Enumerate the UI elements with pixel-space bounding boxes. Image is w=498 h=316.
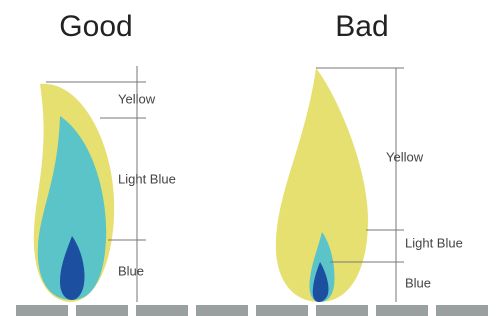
bad-light-blue-label: Light Blue	[405, 235, 463, 250]
bad-flame	[276, 68, 368, 302]
good-yellow-label: Yellow	[118, 91, 156, 106]
flame-diagram: Good Yellow Light Blue Blue Bad Yellow L…	[0, 0, 498, 316]
good-title: Good	[59, 10, 132, 43]
bad-title: Bad	[335, 10, 388, 43]
good-flame	[34, 84, 114, 302]
bad-blue-label: Blue	[405, 275, 431, 290]
burner-base	[16, 305, 488, 316]
bad-yellow-label: Yellow	[386, 149, 424, 164]
good-blue-label: Blue	[118, 263, 144, 278]
good-light-blue-label: Light Blue	[118, 171, 176, 186]
